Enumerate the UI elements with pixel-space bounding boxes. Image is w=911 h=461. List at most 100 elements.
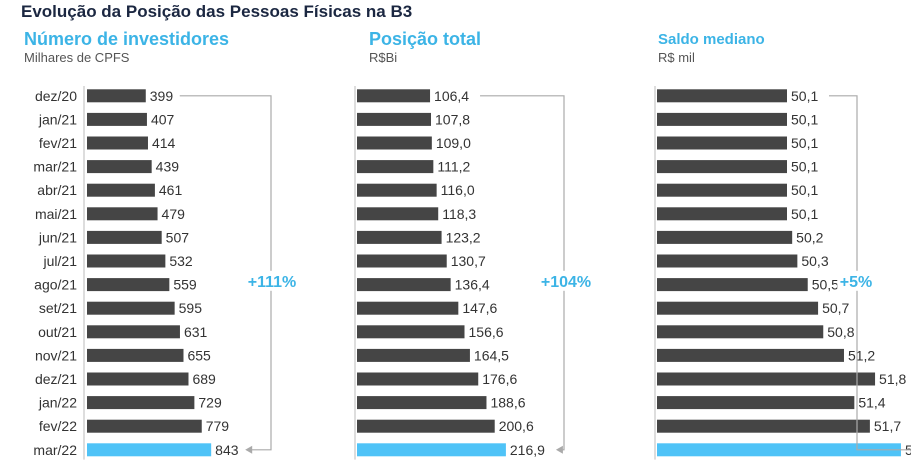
category-label: jul/21 (43, 253, 78, 269)
bar-value-label: 407 (151, 111, 175, 127)
bar-value-label: 51,4 (858, 395, 885, 411)
panel-position-title: Posição total (369, 29, 482, 49)
bar (357, 89, 431, 103)
category-label: out/21 (38, 324, 77, 340)
bar-value-label: 116,0 (441, 182, 475, 198)
bar (657, 136, 787, 150)
bar (87, 160, 152, 174)
category-label: ago/21 (34, 277, 77, 293)
category-label: fev/22 (39, 418, 77, 434)
bar-value-label: 779 (206, 418, 230, 434)
bar (357, 348, 470, 362)
bar-chart-panel-3: 50,1 50,1 50,1 50,1 50,1 50,1 50,2 50,3 50,5 50,7… (654, 86, 911, 460)
chart-main-title: Evolução da Posição das Pessoas Físicas … (21, 2, 413, 21)
bar-value-label: 50,5 (812, 277, 839, 293)
bar-value-label: 50,7 (822, 300, 849, 316)
bar-value-label: 50,1 (791, 182, 818, 198)
bar (657, 89, 787, 103)
bar (87, 230, 162, 244)
bar-value-label: 136,4 (455, 277, 490, 293)
bar-highlight (357, 443, 506, 457)
category-label: jan/22 (38, 395, 77, 411)
bar (357, 278, 451, 292)
bar (87, 207, 158, 221)
bar-value-label: 216,9 (510, 442, 545, 458)
bar (87, 372, 189, 386)
arrow-left-icon (555, 445, 563, 454)
bar-value-label: 50,1 (791, 206, 818, 222)
bar (357, 372, 479, 386)
bar (657, 112, 787, 126)
bar (657, 348, 844, 362)
bar-value-label: 507 (166, 229, 190, 245)
bar (357, 254, 447, 268)
bar-value-label: 164,5 (474, 347, 509, 363)
bar (87, 112, 147, 126)
bar (357, 183, 437, 197)
growth-percentage-label: +111% (248, 274, 297, 291)
bar (657, 325, 824, 339)
bar (87, 348, 184, 362)
arrow-left-icon (245, 445, 253, 454)
bar (657, 301, 819, 315)
category-label: set/21 (39, 300, 77, 316)
bar (657, 396, 855, 410)
category-label: mar/22 (33, 442, 77, 458)
bar-value-label: 156,6 (469, 324, 504, 340)
bar-value-label: 51,2 (848, 347, 875, 363)
bar-value-label: 689 (192, 371, 216, 387)
category-label: dez/20 (35, 88, 77, 104)
bar-value-label: 109,0 (436, 135, 471, 151)
bar (657, 160, 787, 174)
bar-value-label: 559 (173, 277, 197, 293)
bar (657, 419, 870, 433)
bar-value-label: 188,6 (490, 395, 525, 411)
bar (87, 325, 180, 339)
bar (87, 278, 170, 292)
bar-value-label: 147,6 (462, 300, 497, 316)
bar (657, 207, 787, 221)
category-label: fev/21 (39, 135, 77, 151)
bar (657, 183, 787, 197)
category-label: nov/21 (35, 347, 77, 363)
category-label: jun/21 (38, 229, 77, 245)
bar (657, 230, 793, 244)
bar (87, 254, 166, 268)
bar-value-label: 631 (184, 324, 208, 340)
bar (357, 112, 432, 126)
bar (357, 230, 442, 244)
bar (357, 325, 465, 339)
bar-value-label: 123,2 (446, 229, 481, 245)
bar-value-label: 51,7 (874, 418, 901, 434)
bar-highlight (657, 443, 901, 457)
bar-value-label: 51,8 (879, 371, 906, 387)
bar-value-label: 439 (156, 159, 180, 175)
bar-value-label: 461 (159, 182, 183, 198)
category-label: jan/21 (38, 111, 77, 127)
bar (357, 136, 432, 150)
bar-value-label: 532 (169, 253, 193, 269)
bar (357, 207, 439, 221)
bar-highlight (87, 443, 212, 457)
growth-label-background (837, 270, 875, 291)
bar-value-label: 399 (150, 88, 174, 104)
bar-value-label: 50,2 (796, 229, 823, 245)
growth-label-background (536, 270, 596, 291)
panel-median-subtitle: R$ mil (658, 50, 695, 65)
bar (657, 372, 876, 386)
bar-value-label: 130,7 (451, 253, 486, 269)
bar-value-label: 50,1 (791, 111, 818, 127)
bar-value-label: 200,6 (499, 418, 534, 434)
growth-percentage-label: +104% (541, 274, 591, 291)
bar-value-label: 111,2 (437, 159, 470, 175)
bar-value-label: 50,8 (827, 324, 854, 340)
bar (657, 278, 808, 292)
panel-position-subtitle: R$Bi (369, 50, 398, 65)
bar (357, 396, 487, 410)
bar (87, 136, 148, 150)
category-label: abr/21 (37, 182, 77, 198)
bar-value-label: 50,1 (791, 159, 818, 175)
bar (87, 301, 175, 315)
growth-label-background (242, 270, 302, 291)
